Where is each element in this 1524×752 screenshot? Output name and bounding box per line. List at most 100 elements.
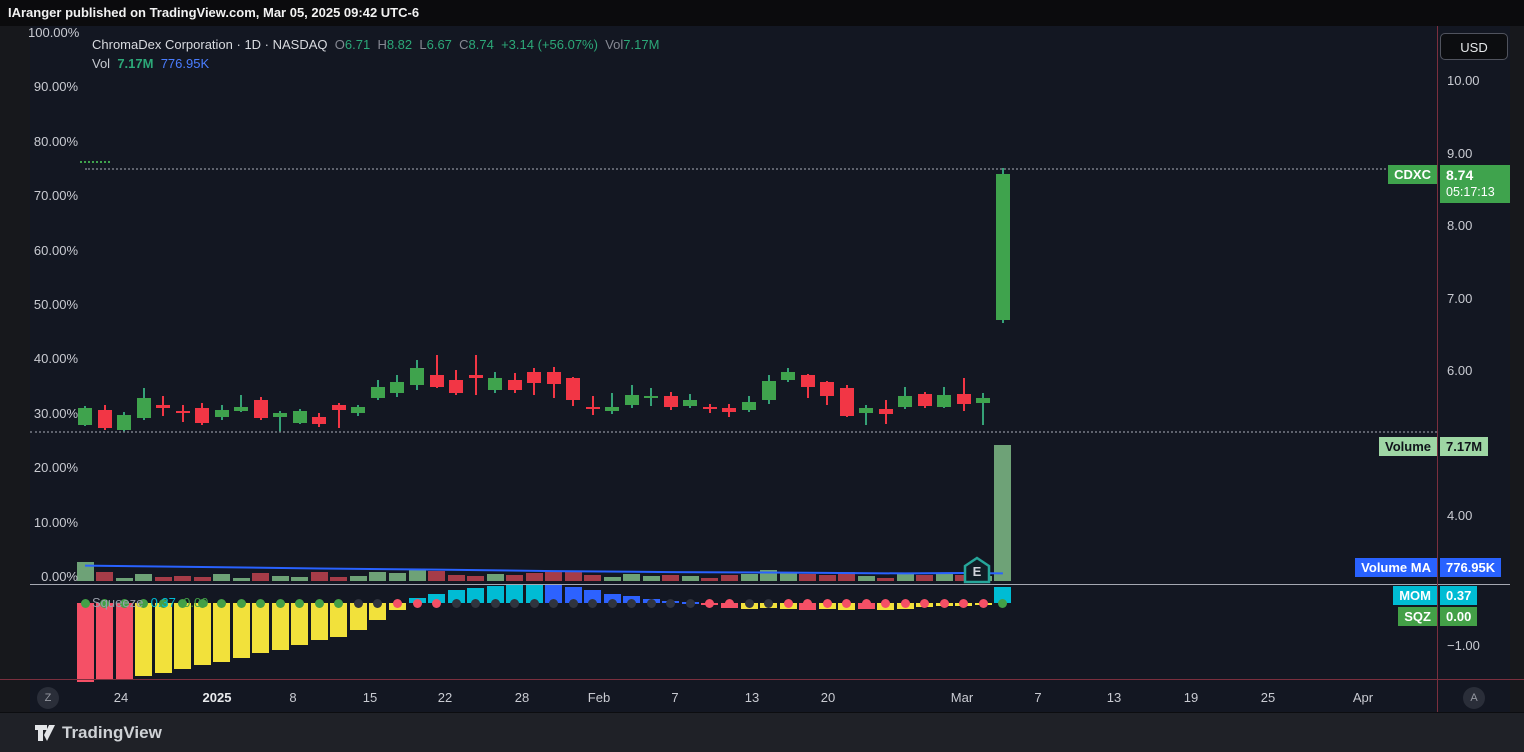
pane-separator[interactable]	[30, 584, 1510, 585]
currency-usd-button[interactable]: USD	[1440, 33, 1508, 60]
squeeze-dot	[412, 598, 422, 608]
volume-bar	[428, 571, 446, 581]
candle-body	[449, 380, 464, 394]
candle-body	[156, 405, 171, 408]
candle-body	[995, 173, 1010, 321]
candle-body	[781, 371, 796, 381]
low-value: 6.67	[426, 37, 452, 52]
time-axis-label: 25	[1260, 690, 1276, 705]
left-axis-tick: 90.00%	[33, 79, 78, 95]
volume-bar	[271, 575, 289, 581]
volume-bar	[447, 574, 465, 581]
squeeze-dot	[353, 598, 363, 608]
symbol-title: ChromaDex Corporation · 1D · NASDAQ	[92, 37, 328, 52]
candle-body	[644, 396, 659, 399]
squeeze-dot	[197, 598, 207, 608]
candle-wick	[435, 355, 438, 389]
volume-bar	[623, 574, 641, 581]
timezone-button[interactable]: Z	[37, 687, 59, 709]
squeeze-dot	[392, 598, 402, 608]
volume-bar	[291, 576, 309, 581]
squeeze-bar	[349, 603, 367, 631]
squeeze-dot	[471, 598, 481, 608]
candle-body	[546, 371, 561, 384]
squeeze-bar	[447, 590, 465, 603]
squeeze-dot	[178, 598, 188, 608]
squeeze-bar	[486, 585, 504, 603]
candle-body	[761, 381, 776, 401]
candle-body	[331, 405, 346, 410]
squeeze-dot	[236, 598, 246, 608]
squeeze-dot	[588, 598, 598, 608]
candle-body	[507, 380, 522, 390]
close-value: 8.74	[468, 37, 494, 52]
candle-body	[97, 409, 112, 428]
right-axis-tick: 8.00	[1447, 218, 1473, 233]
squeeze-dot	[451, 598, 461, 608]
volume-bar	[349, 575, 367, 581]
candle-body	[566, 377, 581, 401]
squeeze-bar	[525, 584, 543, 603]
right-axis-tick: 10.00	[1447, 73, 1480, 88]
squeeze-dot	[607, 598, 617, 608]
squeeze-dot	[900, 598, 910, 608]
footer-bar: TradingView	[0, 712, 1524, 752]
squeeze-dot	[490, 598, 500, 608]
volume-bar	[408, 569, 426, 581]
time-axis-label: 28	[514, 690, 530, 705]
squeeze-dot	[920, 598, 930, 608]
candle-body	[683, 400, 698, 407]
volume-row-value: 7.17M	[117, 56, 154, 71]
squeeze-bar	[506, 584, 524, 603]
price-value: 8.74	[1446, 167, 1474, 183]
candle-wick	[474, 355, 477, 395]
time-axis-label: 22	[437, 690, 453, 705]
candle-body	[488, 377, 503, 390]
volume-bar	[799, 574, 817, 581]
squeeze-bar	[467, 587, 485, 603]
candle-body	[742, 401, 757, 410]
earnings-marker[interactable]: E	[963, 556, 991, 584]
candle-body	[624, 394, 639, 406]
volume-bar	[818, 575, 836, 581]
pricescale-border	[1437, 26, 1438, 712]
candle-body	[234, 407, 249, 412]
candle-body	[859, 407, 874, 414]
candle-body	[195, 407, 210, 424]
left-axis-tick: 70.00%	[33, 188, 78, 204]
squeeze-bar	[330, 603, 348, 638]
squeeze-dot	[978, 598, 988, 608]
mom-value-tag: 0.37	[1440, 586, 1478, 605]
left-axis-tick: 100.00%	[28, 25, 80, 40]
squeeze-dot	[139, 598, 149, 608]
time-axis-label: 7	[671, 690, 679, 705]
squeeze-bar	[564, 586, 582, 603]
squeeze-dot	[744, 598, 754, 608]
squeeze-dot	[119, 598, 129, 608]
volume-value-tag: 7.17M	[1440, 437, 1489, 456]
low-label: L	[419, 37, 427, 52]
candle-body	[410, 368, 424, 385]
candle-body	[214, 409, 229, 418]
symbol-price-tag: CDXC	[1388, 165, 1437, 184]
vol-label: Vol	[605, 37, 624, 52]
time-axis-label: 19	[1183, 690, 1199, 705]
volume-bar	[174, 575, 192, 581]
squeeze-dot	[529, 598, 539, 608]
candle-body	[468, 375, 483, 378]
time-axis-label: 7	[1034, 690, 1042, 705]
volume-bar	[330, 576, 348, 581]
squeeze-bar	[174, 603, 192, 669]
candle-wick	[181, 405, 184, 422]
squeeze-dot	[959, 598, 969, 608]
candle-body	[370, 387, 385, 399]
squeeze-dot	[783, 598, 793, 608]
candle-body	[605, 407, 620, 412]
squeeze-dot	[432, 598, 442, 608]
volume-bar	[96, 572, 114, 581]
squeeze-sqz-value: 0.00	[183, 595, 209, 610]
volume-bar	[584, 575, 602, 581]
auto-scale-button[interactable]: A	[1463, 687, 1485, 709]
